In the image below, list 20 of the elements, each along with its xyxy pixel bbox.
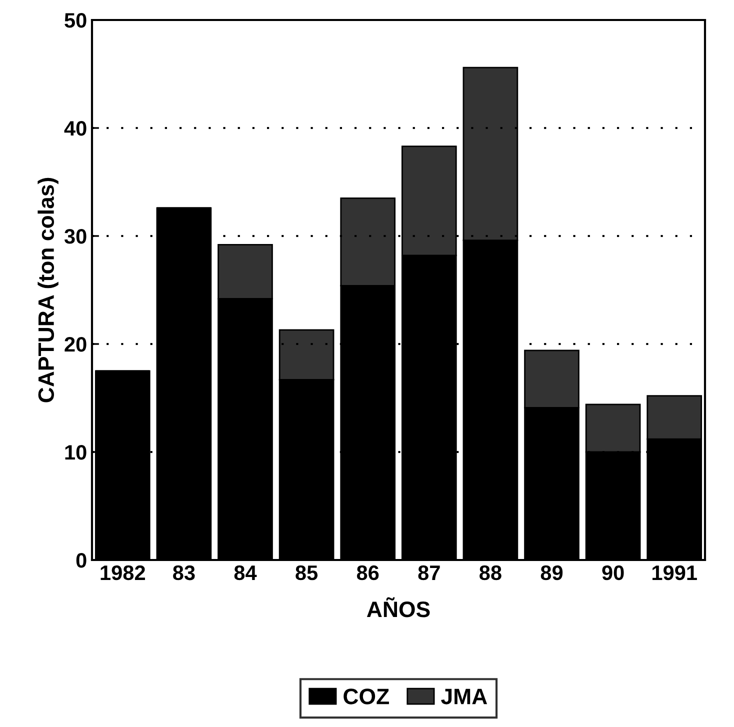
y-tick-label: 50 [64,13,86,28]
y-tick-label: 20 [64,337,86,352]
y-tick-label: 0 [76,553,86,568]
y-tick-label: 10 [65,445,86,460]
x-tick-label: 85 [296,565,318,580]
y-axis-title: CAPTURA (ton colas) [38,178,58,402]
x-tick-label: 90 [602,565,624,580]
x-tick-label: 86 [356,565,379,580]
y-tick-label: 30 [64,229,86,244]
x-tick-label: 1982 [100,565,145,580]
x-tick-label: 89 [540,565,563,580]
x-tick-label: 83 [173,565,195,580]
legend-label: COZ [344,688,389,704]
x-tick-label: 88 [480,565,502,580]
x-tick-label: 1991 [652,565,697,580]
x-axis-title: AÑOS [366,597,430,618]
y-tick-label: 40 [64,121,86,136]
x-tick-label: 84 [234,565,257,580]
legend-label: JMA [441,688,488,704]
x-tick-label: 87 [418,565,440,580]
